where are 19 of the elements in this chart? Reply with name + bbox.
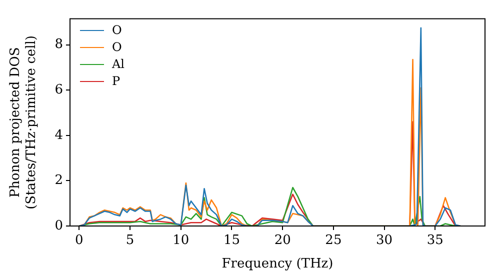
x-tick-label: 15 xyxy=(223,233,240,248)
y-axis-title: Phonon projected DOS (States/THz·primitive cell) xyxy=(8,35,39,210)
y-tick-label: 6 xyxy=(54,82,63,98)
x-tick-label: 35 xyxy=(426,233,444,248)
legend-label: P xyxy=(112,74,120,88)
x-tick-label: 25 xyxy=(325,233,342,248)
y-tick-label: 8 xyxy=(54,37,63,52)
x-tick-label: 10 xyxy=(172,233,190,248)
legend-label: O xyxy=(112,40,122,54)
x-tick-label: 5 xyxy=(126,233,134,248)
x-tick-label: 30 xyxy=(376,233,393,248)
x-tick-label: 0 xyxy=(75,233,84,248)
y-tick-label: 4 xyxy=(54,128,63,143)
x-axis-title: Frequency (THz) xyxy=(222,256,334,272)
x-tick-label: 20 xyxy=(274,233,291,248)
legend-label: Al xyxy=(112,57,125,71)
y-tick-label: 2 xyxy=(54,173,63,188)
legend-label: O xyxy=(112,23,122,37)
y-tick-label: 0 xyxy=(54,218,63,234)
